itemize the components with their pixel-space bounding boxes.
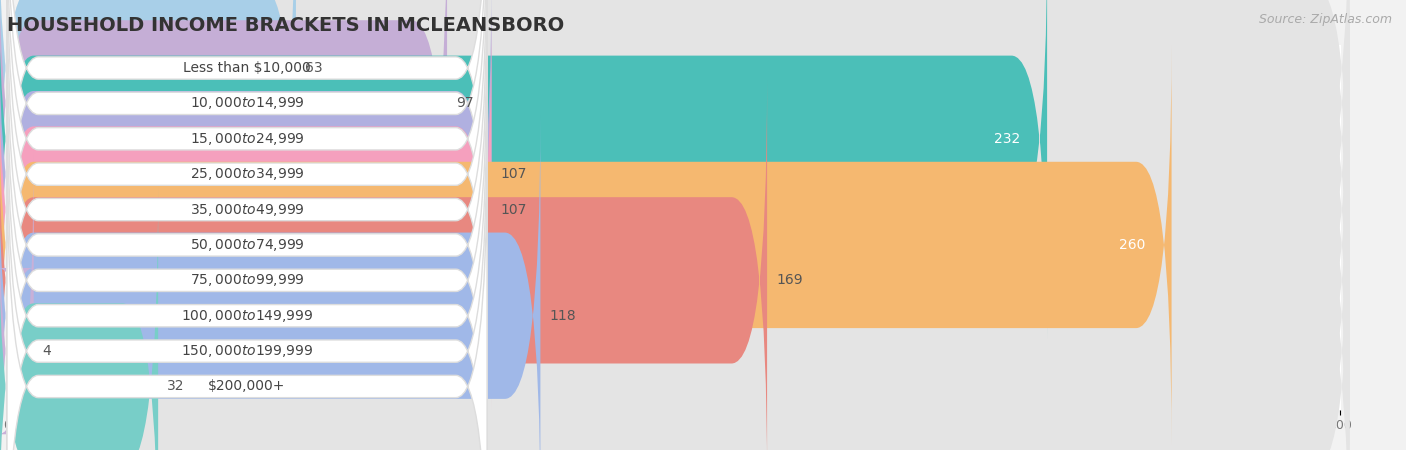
FancyBboxPatch shape bbox=[7, 150, 486, 450]
Text: $15,000 to $24,999: $15,000 to $24,999 bbox=[190, 131, 305, 147]
Text: 260: 260 bbox=[1119, 238, 1144, 252]
Text: 32: 32 bbox=[167, 379, 184, 393]
Text: 107: 107 bbox=[501, 167, 527, 181]
FancyBboxPatch shape bbox=[0, 0, 447, 303]
FancyBboxPatch shape bbox=[0, 187, 157, 450]
Text: 118: 118 bbox=[550, 309, 576, 323]
Text: 4: 4 bbox=[42, 344, 52, 358]
FancyBboxPatch shape bbox=[0, 0, 492, 374]
Text: $25,000 to $34,999: $25,000 to $34,999 bbox=[190, 166, 305, 182]
Text: $50,000 to $74,999: $50,000 to $74,999 bbox=[190, 237, 305, 253]
FancyBboxPatch shape bbox=[0, 0, 1350, 374]
FancyBboxPatch shape bbox=[7, 0, 486, 446]
FancyBboxPatch shape bbox=[0, 0, 1047, 339]
Text: 107: 107 bbox=[501, 202, 527, 216]
FancyBboxPatch shape bbox=[0, 116, 540, 450]
Text: $75,000 to $99,999: $75,000 to $99,999 bbox=[190, 272, 305, 288]
FancyBboxPatch shape bbox=[0, 0, 295, 268]
Text: 232: 232 bbox=[994, 132, 1021, 146]
FancyBboxPatch shape bbox=[0, 116, 1350, 450]
FancyBboxPatch shape bbox=[0, 45, 1171, 445]
Text: 63: 63 bbox=[305, 61, 322, 75]
FancyBboxPatch shape bbox=[7, 0, 486, 375]
Text: HOUSEHOLD INCOME BRACKETS IN MCLEANSBORO: HOUSEHOLD INCOME BRACKETS IN MCLEANSBORO bbox=[7, 16, 564, 35]
Text: 97: 97 bbox=[456, 96, 474, 110]
Text: Source: ZipAtlas.com: Source: ZipAtlas.com bbox=[1258, 14, 1392, 27]
Text: $200,000+: $200,000+ bbox=[208, 379, 285, 393]
FancyBboxPatch shape bbox=[0, 0, 1350, 268]
FancyBboxPatch shape bbox=[7, 0, 486, 340]
Text: $35,000 to $49,999: $35,000 to $49,999 bbox=[190, 202, 305, 217]
Text: 169: 169 bbox=[776, 273, 803, 288]
FancyBboxPatch shape bbox=[0, 45, 1350, 445]
FancyBboxPatch shape bbox=[7, 9, 486, 450]
FancyBboxPatch shape bbox=[0, 0, 1350, 303]
Text: $150,000 to $199,999: $150,000 to $199,999 bbox=[181, 343, 314, 359]
Text: $10,000 to $14,999: $10,000 to $14,999 bbox=[190, 95, 305, 112]
Text: $100,000 to $149,999: $100,000 to $149,999 bbox=[181, 308, 314, 324]
FancyBboxPatch shape bbox=[0, 81, 1350, 450]
FancyBboxPatch shape bbox=[0, 9, 1350, 410]
FancyBboxPatch shape bbox=[0, 151, 34, 450]
FancyBboxPatch shape bbox=[7, 0, 486, 411]
FancyBboxPatch shape bbox=[7, 44, 486, 450]
FancyBboxPatch shape bbox=[7, 79, 486, 450]
FancyBboxPatch shape bbox=[0, 0, 1350, 339]
FancyBboxPatch shape bbox=[0, 81, 768, 450]
FancyBboxPatch shape bbox=[0, 151, 1350, 450]
FancyBboxPatch shape bbox=[0, 9, 492, 410]
FancyBboxPatch shape bbox=[7, 0, 486, 305]
Text: Less than $10,000: Less than $10,000 bbox=[183, 61, 311, 75]
FancyBboxPatch shape bbox=[7, 115, 486, 450]
FancyBboxPatch shape bbox=[0, 187, 1350, 450]
